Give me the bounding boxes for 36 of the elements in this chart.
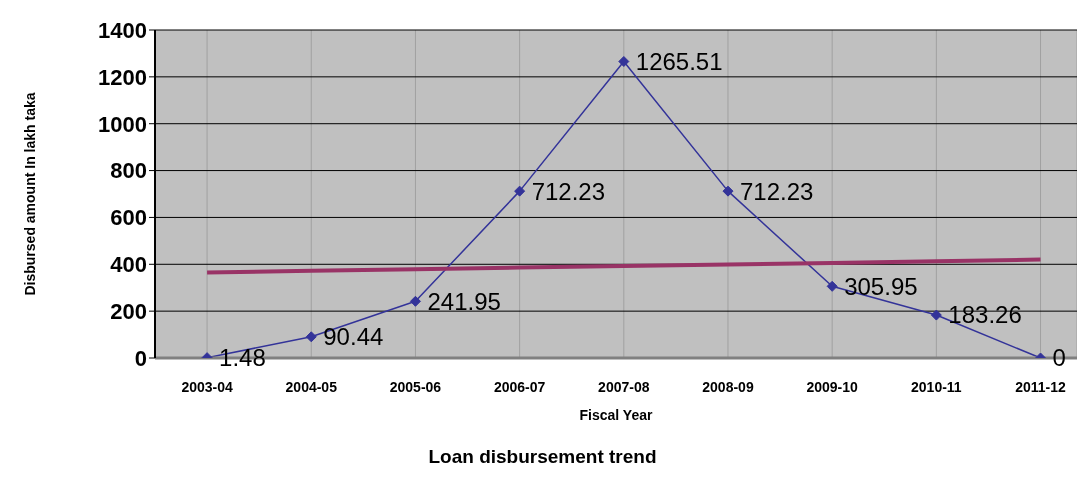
y-tick-label: 800 xyxy=(110,158,147,184)
y-axis-title: Disbursed amount In lakh taka xyxy=(21,92,38,296)
point xyxy=(514,185,526,197)
data-label: 1.48 xyxy=(219,344,266,372)
data-label: 1265.51 xyxy=(635,47,723,75)
point xyxy=(826,280,838,292)
x-tick-label: 2006-07 xyxy=(493,378,546,395)
x-tick-label: 2005-06 xyxy=(389,378,442,395)
point xyxy=(409,295,421,307)
data-label: 90.44 xyxy=(323,323,384,351)
point xyxy=(305,331,317,343)
y-tick-label: 200 xyxy=(110,298,147,324)
data-label: 0 xyxy=(1052,344,1066,372)
point xyxy=(722,185,734,197)
y-tick-label: 1000 xyxy=(98,111,147,137)
x-tick-label: 2009-10 xyxy=(806,378,859,395)
data-label: 241.95 xyxy=(427,287,501,315)
x-tick-label: 2008-09 xyxy=(702,378,754,395)
x-tick-label: 2004-05 xyxy=(285,378,338,395)
point xyxy=(618,56,630,68)
x-tick-label: 2003-04 xyxy=(181,378,233,395)
x-tick-label: 2011-12 xyxy=(1015,378,1067,395)
x-tick-label: 2007-08 xyxy=(598,378,650,395)
x-tick-label: 2010-11 xyxy=(911,378,962,395)
text: Loan disbursement trend xyxy=(427,446,658,468)
y-tick-label: 1400 xyxy=(98,17,147,43)
y-tick-label: 400 xyxy=(110,252,147,278)
data-label: 712.23 xyxy=(739,177,814,205)
point xyxy=(930,309,942,321)
data-label: 712.23 xyxy=(531,177,606,205)
y-tick-label: 600 xyxy=(110,205,147,231)
y-tick-label: 0 xyxy=(134,345,147,371)
line-series xyxy=(205,257,1043,275)
y-tick-label: 1200 xyxy=(98,64,147,90)
data-label: 305.95 xyxy=(844,272,918,300)
x-axis-title: Fiscal Year xyxy=(579,407,653,423)
